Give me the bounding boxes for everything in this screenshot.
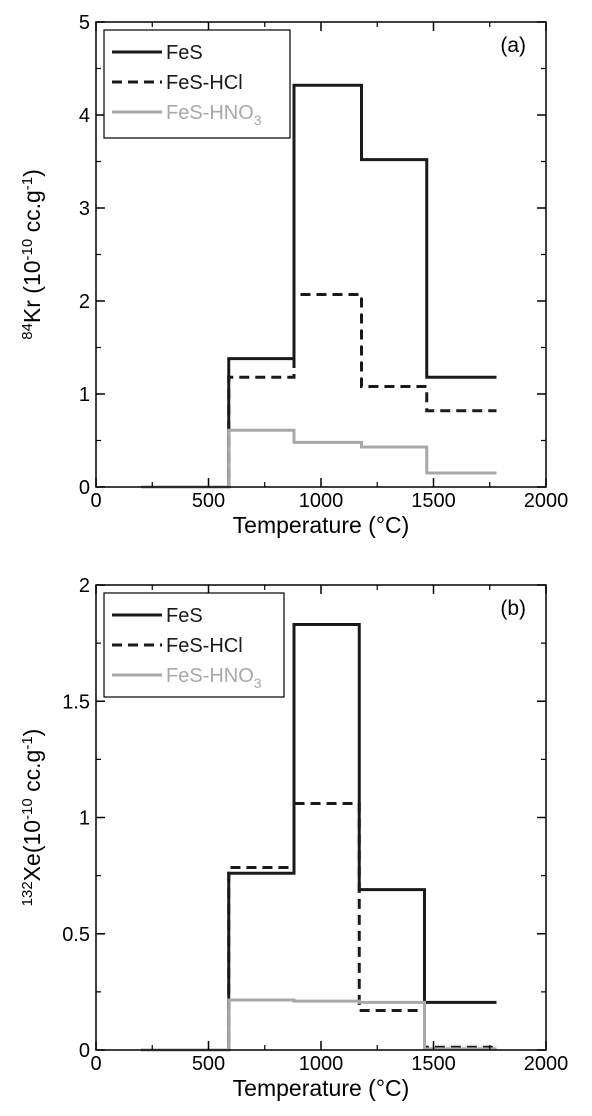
chart-panel-a: 0 500 1000 1500 2000 0 1 2 3 4 5 Temperature (°C) 84… (19, 12, 568, 538)
x-tick-label: 1500 (411, 1053, 456, 1075)
legend-entry: FeS-HNO3 (166, 102, 262, 128)
y-tick-label: 1 (79, 808, 90, 830)
y-tick-label: 0 (79, 477, 90, 499)
chart-panel-b: 0 500 1000 1500 2000 0 0.5 1 1.5 2 Temperature (°C… (19, 575, 568, 1101)
x-tick-label: 1000 (299, 1053, 344, 1075)
series-line-fes-hcl (141, 292, 497, 489)
panel-label: (b) (500, 597, 526, 620)
legend-entry: FeS (166, 42, 203, 64)
x-tick-label: 500 (192, 1053, 225, 1075)
x-tick-label: 1500 (411, 490, 456, 512)
legend: FeS FeS-HCl FeS-HNO3 (103, 592, 285, 698)
y-axis-title: 84Kr (10-10 cc.g-1) (19, 169, 45, 340)
x-axis-title: Temperature (°C) (233, 1075, 410, 1101)
legend: FeS FeS-HCl FeS-HNO3 (103, 29, 291, 139)
x-axis-title: Temperature (°C) (233, 512, 410, 538)
y-tick-label: 0.5 (62, 924, 90, 946)
series-line-fes-hno3 (141, 998, 497, 1052)
y-tick-label: 3 (79, 198, 90, 220)
x-tick-label: 2000 (524, 490, 569, 512)
y-tick-label: 5 (79, 12, 90, 34)
y-tick-label: 1 (79, 384, 90, 406)
legend-entry: FeS-HCl (166, 635, 243, 657)
x-tick-label: 500 (192, 490, 225, 512)
series-line-fes-hno3 (141, 428, 497, 489)
y-tick-label: 2 (79, 291, 90, 313)
y-tick-label: 0 (79, 1040, 90, 1062)
y-tick-label: 4 (79, 105, 90, 127)
y-tick-label: 2 (79, 575, 90, 597)
legend-entry: FeS (166, 605, 203, 627)
series-line-fes (141, 83, 497, 489)
panel-label: (a) (500, 34, 526, 57)
y-axis-title: 132Xe(10-10 cc.g-1) (19, 729, 45, 907)
x-tick-label: 1000 (299, 490, 344, 512)
series-line-fes-hcl (141, 802, 497, 1052)
x-tick-label: 0 (90, 1053, 101, 1075)
legend-entry: FeS-HNO3 (166, 665, 262, 691)
x-tick-label: 0 (90, 490, 101, 512)
y-tick-label: 1.5 (62, 691, 90, 713)
x-tick-label: 2000 (524, 1053, 569, 1075)
legend-box (103, 29, 291, 139)
legend-entry: FeS-HCl (166, 72, 243, 94)
